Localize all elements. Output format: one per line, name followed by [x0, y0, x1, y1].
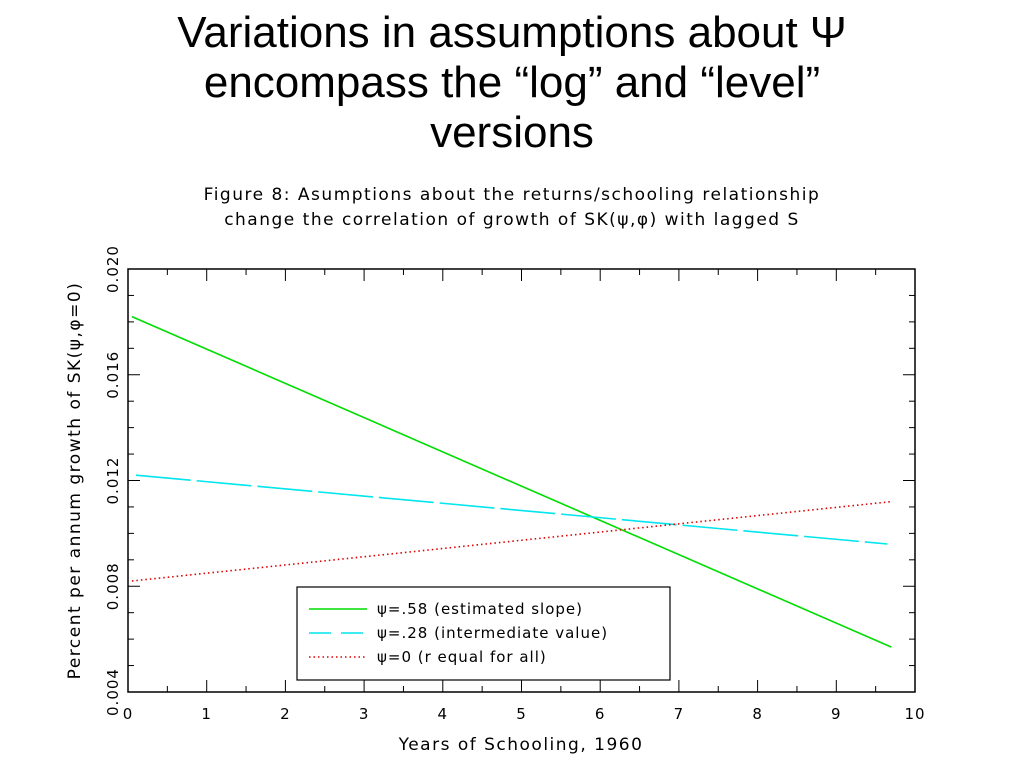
- x-tick-label: 3: [359, 705, 370, 723]
- series-line-3: [131, 500, 892, 582]
- y-tick-label: 0.012: [104, 457, 122, 505]
- slide-title-line-1: Variations in assumptions about Ψ: [177, 8, 847, 57]
- x-tick-label: 9: [831, 705, 842, 723]
- slide-title-line-3: versions: [430, 108, 594, 157]
- x-tick-label: 1: [201, 705, 212, 723]
- x-tick-label: 7: [674, 705, 685, 723]
- legend: ψ=.58 (estimated slope) ψ=.28 (intermedia…: [296, 586, 671, 681]
- x-tick-label: 5: [516, 705, 527, 723]
- series-line-2: [135, 474, 888, 545]
- series-line-1: [131, 315, 892, 648]
- figure-caption-line: Figure 8: Asumptions about the returns/s…: [204, 185, 821, 205]
- plot-axes: 0 1 2 3 4 5 6 7 8 9 10 0.004 0.008 0.012 0.016 0.020 Yea…: [65, 245, 925, 755]
- y-tick-label: 0.004: [104, 668, 122, 716]
- x-axis-label: Years of Schooling, 1960: [398, 735, 644, 755]
- y-tick-label: 0.008: [104, 562, 122, 610]
- x-tick-label: 4: [438, 705, 449, 723]
- slide-title-line-2: encompass the “log” and “level”: [203, 58, 821, 107]
- x-tick-label: 2: [280, 705, 291, 723]
- y-tick-label: 0.016: [104, 351, 122, 399]
- legend-label-3: ψ=0 (r equal for all): [377, 648, 547, 666]
- figure-caption-line: change the correlation of growth of SK(ψ…: [224, 210, 800, 230]
- y-tick-label: 0.020: [104, 245, 122, 293]
- series-lines: [131, 315, 892, 648]
- y-axis-label: Percent per annum growth of SK(ψ,φ=0): [65, 282, 85, 680]
- legend-label-2: ψ=.28 (intermediate value): [377, 624, 608, 642]
- x-tick-label: 0: [123, 705, 134, 723]
- figure-caption: Figure 8: Asumptions about the returns/s…: [204, 185, 821, 230]
- x-tick-label: 8: [752, 705, 763, 723]
- x-tick-label: 6: [595, 705, 606, 723]
- slide-title: Variations in assumptions about Ψ encomp…: [0, 8, 1024, 158]
- x-tick-label: 10: [904, 705, 925, 723]
- legend-label-1: ψ=.58 (estimated slope): [377, 600, 583, 618]
